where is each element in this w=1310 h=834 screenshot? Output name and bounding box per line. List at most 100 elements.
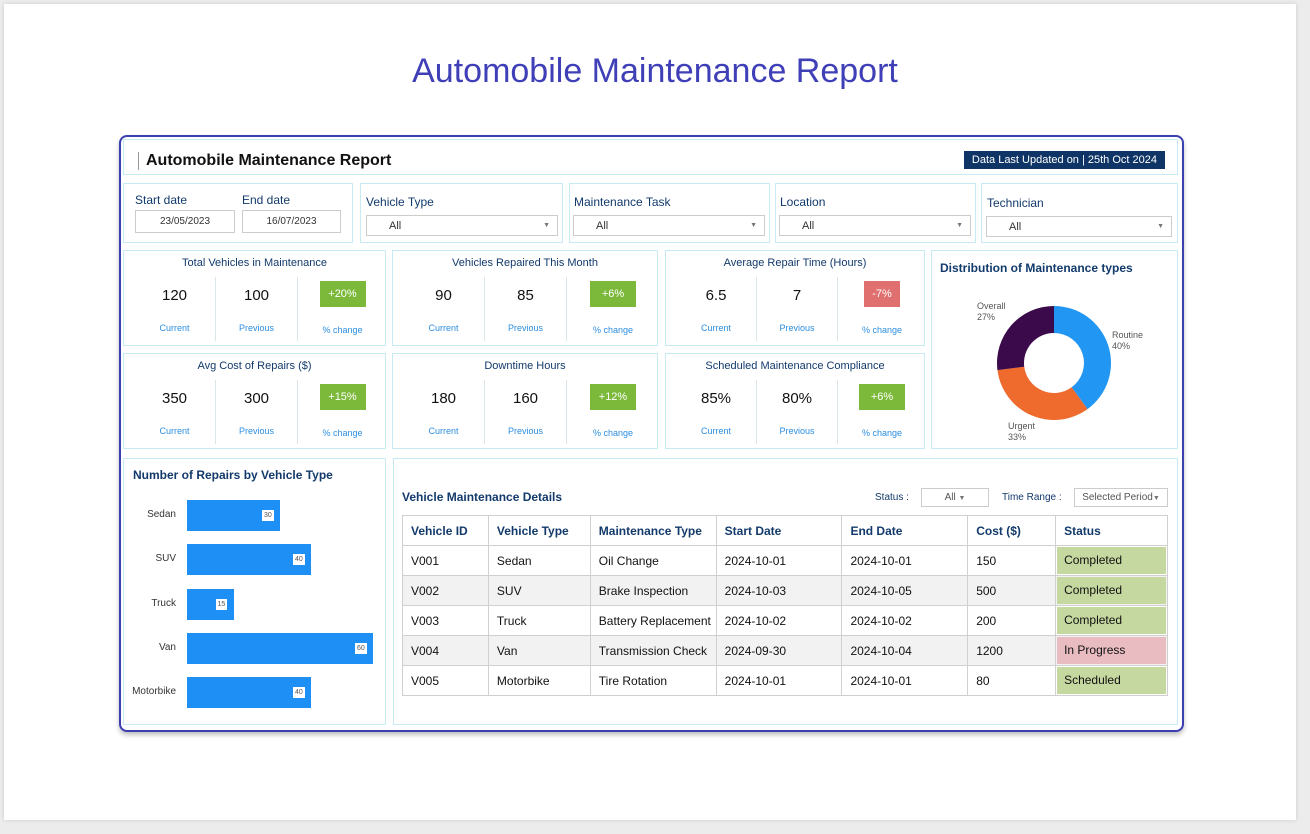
kpi-current-label: Current bbox=[700, 426, 731, 436]
donut-chart bbox=[997, 306, 1111, 420]
kpi-previous: 100 Previous bbox=[216, 277, 298, 341]
column-header: Start Date bbox=[715, 515, 843, 546]
table-cell: 2024-10-04 bbox=[841, 635, 969, 666]
table-cell: 2024-10-01 bbox=[841, 665, 969, 696]
kpi-change-label: % change bbox=[861, 325, 903, 335]
table-row[interactable]: V004 Van Transmission Check 2024-09-30 2024-… bbox=[402, 635, 1168, 666]
table-row[interactable]: V003 Truck Battery Replacement 2024-10-02 20… bbox=[402, 605, 1168, 636]
kpi-previous-value: 300 bbox=[243, 390, 270, 407]
bar-value-label: 60 bbox=[355, 642, 367, 654]
chevron-down-icon: ▼ bbox=[958, 495, 966, 502]
kpi-change-badge: +20% bbox=[319, 281, 366, 307]
report-header: Automobile Maintenance Report Data Last … bbox=[123, 139, 1178, 175]
table-cell: V002 bbox=[402, 575, 489, 606]
donut-label-overall: Overall 27% bbox=[977, 301, 1006, 323]
bar-category-label: Truck bbox=[151, 597, 176, 609]
end-date-input[interactable]: 16/07/2023 bbox=[242, 210, 341, 233]
kpi-card: Downtime Hours 180 Current 160 Previous +12%%… bbox=[392, 353, 658, 449]
table-cell: 2024-09-30 bbox=[715, 635, 843, 666]
bar-category-label: Sedan bbox=[147, 509, 176, 520]
vehicle-type-select[interactable]: All ▼ bbox=[366, 215, 558, 236]
kpi-change: +12% % change bbox=[567, 380, 659, 444]
kpi-change-label: % change bbox=[322, 325, 363, 335]
time-range-label: Time Range : bbox=[1002, 492, 1062, 503]
status-badge: Completed bbox=[1057, 607, 1166, 634]
column-header: Maintenance Type bbox=[589, 515, 717, 546]
kpi-previous-value: 100 bbox=[243, 287, 270, 304]
status-filter-label: Status : bbox=[875, 492, 909, 503]
repairs-chart-title: Number of Repairs by Vehicle Type bbox=[133, 468, 333, 482]
slice-pct: 33% bbox=[1008, 432, 1027, 442]
column-header: Status bbox=[1055, 515, 1168, 546]
table-cell: Motorbike bbox=[487, 665, 591, 696]
time-range-select[interactable]: Selected Period▼ bbox=[1074, 488, 1168, 507]
chevron-down-icon: ▼ bbox=[956, 222, 963, 229]
table-row[interactable]: V002 SUV Brake Inspection 2024-10-03 2024-10… bbox=[402, 575, 1168, 606]
kpi-previous-label: Previous bbox=[507, 426, 543, 436]
table-cell: 150 bbox=[967, 545, 1057, 576]
technician-label: Technician bbox=[987, 196, 1044, 210]
technician-filter: Technician All ▼ bbox=[981, 183, 1178, 243]
table-cell: V004 bbox=[402, 635, 489, 666]
table-cell: 2024-10-05 bbox=[841, 575, 969, 606]
kpi-current-label: Current bbox=[700, 323, 731, 333]
kpi-change-badge: +6% bbox=[590, 281, 636, 307]
page-title: Automobile Maintenance Report bbox=[412, 52, 898, 90]
maintenance-task-filter: Maintenance Task All ▼ bbox=[569, 183, 770, 243]
kpi-previous-label: Previous bbox=[238, 426, 274, 436]
maintenance-table: Vehicle ID Vehicle Type Maintenance Type St… bbox=[402, 515, 1168, 696]
table-cell: Sedan bbox=[487, 545, 591, 576]
kpi-current: 120 Current bbox=[134, 277, 216, 341]
kpi-previous: 300 Previous bbox=[216, 380, 298, 444]
location-filter: Location All ▼ bbox=[775, 183, 976, 243]
kpi-previous-label: Previous bbox=[779, 323, 815, 333]
kpi-current-label: Current bbox=[428, 323, 459, 333]
table-row[interactable]: V001 Sedan Oil Change 2024-10-01 2024-10-01 1… bbox=[402, 545, 1168, 576]
slice-name: Routine bbox=[1112, 330, 1144, 340]
donut-slice-overall bbox=[997, 306, 1054, 371]
slice-name: Urgent bbox=[1008, 421, 1036, 431]
status-cell: Completed bbox=[1055, 575, 1168, 606]
table-cell: Battery Replacement bbox=[589, 605, 717, 636]
bar-category-label: SUV bbox=[155, 553, 176, 565]
chevron-down-icon: ▼ bbox=[543, 222, 550, 229]
location-select[interactable]: All ▼ bbox=[779, 215, 971, 236]
kpi-change-label: % change bbox=[861, 428, 903, 438]
technician-select[interactable]: All ▼ bbox=[986, 216, 1172, 237]
chevron-down-icon: ▼ bbox=[750, 222, 757, 229]
bar-category-label: Van bbox=[158, 641, 176, 653]
start-date-input[interactable]: 23/05/2023 bbox=[135, 210, 235, 233]
table-cell: 500 bbox=[967, 575, 1057, 606]
donut-slice-urgent bbox=[997, 366, 1088, 420]
table-cell: 2024-10-02 bbox=[841, 605, 969, 636]
status-filter-select[interactable]: All ▼ bbox=[921, 488, 989, 507]
repairs-chart-panel: Number of Repairs by Vehicle Type Sedan 3… bbox=[123, 458, 386, 725]
kpi-current-label: Current bbox=[159, 323, 190, 333]
kpi-title: Average Repair Time (Hours) bbox=[723, 257, 867, 269]
status-badge: Completed bbox=[1057, 577, 1166, 604]
kpi-change: -7% % change bbox=[838, 277, 926, 341]
kpi-previous: 160 Previous bbox=[485, 380, 567, 444]
kpi-current-value: 6.5 bbox=[705, 287, 727, 304]
kpi-change: +20% % change bbox=[298, 277, 387, 341]
kpi-card: Scheduled Maintenance Compliance 85% Curre… bbox=[665, 353, 925, 449]
kpi-previous-label: Previous bbox=[507, 323, 543, 333]
maintenance-task-select[interactable]: All ▼ bbox=[573, 215, 765, 236]
kpi-change-label: % change bbox=[322, 428, 363, 438]
column-header: Vehicle Type bbox=[487, 515, 591, 546]
end-date-label: End date bbox=[242, 193, 291, 207]
table-cell: V001 bbox=[402, 545, 489, 576]
kpi-title: Vehicles Repaired This Month bbox=[452, 257, 598, 269]
bar-value-label: 30 bbox=[262, 510, 274, 521]
kpi-card: Vehicles Repaired This Month 90 Current 85 P… bbox=[392, 250, 658, 346]
table-row[interactable]: V005 Motorbike Tire Rotation 2024-10-01 2024… bbox=[402, 665, 1168, 696]
distribution-panel: Distribution of Maintenance types Routin… bbox=[931, 250, 1178, 449]
donut-slice-routine bbox=[1054, 306, 1111, 410]
status-badge: In Progress bbox=[1057, 637, 1166, 664]
table-header-row: Vehicle ID Vehicle Type Maintenance Type St… bbox=[402, 515, 1168, 546]
kpi-previous: 7 Previous bbox=[757, 277, 838, 341]
vehicle-type-value: All bbox=[389, 220, 402, 232]
bar-van bbox=[187, 632, 373, 664]
bar-category-label: Motorbike bbox=[132, 686, 176, 698]
kpi-card: Avg Cost of Repairs ($) 350 Current 300 Prev… bbox=[123, 353, 386, 449]
